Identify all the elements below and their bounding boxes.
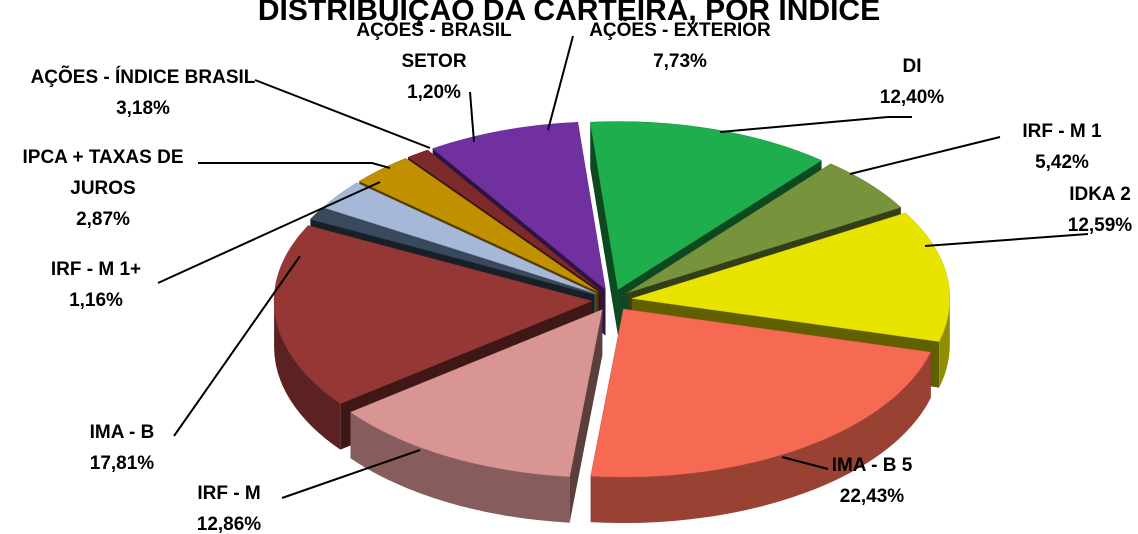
- slice-outer-wall: [274, 301, 341, 450]
- slice-value-label: 3,18%: [116, 98, 170, 119]
- leader-line: [547, 35, 574, 131]
- leader-line: [173, 255, 301, 437]
- leader-line: [849, 136, 1001, 175]
- slice-label: AÇÕES - EXTERIOR 7,73%: [589, 19, 771, 72]
- leader-lines: [157, 35, 1089, 499]
- slice-value-label: 12,86%: [197, 514, 262, 534]
- slice-idka-2: [631, 212, 950, 342]
- slice-outer-wall: [350, 412, 570, 523]
- slice-irf-m-1: [627, 163, 902, 294]
- slice-label: IDKA 2 12,59%: [1068, 184, 1133, 236]
- leader-line: [281, 449, 421, 499]
- slice-value-label: 22,43%: [840, 486, 905, 507]
- slice-value-label: 1,20%: [407, 82, 461, 103]
- slice-label: AÇÕES - BRASIL SETOR 1,20%: [356, 19, 512, 103]
- slice-ima-b: [273, 225, 593, 404]
- slice-label: IMA - B 17,81%: [90, 422, 155, 474]
- slice-label: IMA - B 5 22,43%: [832, 455, 913, 507]
- slice-label: IPCA + TAXAS DE JUROS 2,87%: [23, 147, 184, 230]
- leader-line: [157, 181, 381, 284]
- slice-labels: DI 12,40% IRF - M 1 5,42% IDKA 2 12,59% IMA - …: [23, 19, 1133, 534]
- slice-value-label: 2,87%: [76, 209, 130, 230]
- slice-value-label: 17,81%: [90, 453, 155, 474]
- leader-line: [198, 162, 391, 169]
- slice-side-face: [590, 122, 618, 336]
- pie-tops: [273, 121, 950, 478]
- slice-a-es-ndice-brasil: [358, 157, 599, 293]
- slice-ima-b-5: [590, 308, 932, 478]
- slice-label: IRF - M 12,86%: [197, 483, 262, 534]
- leader-line: [719, 116, 912, 133]
- slice-label: IRF - M 1 5,42%: [1022, 121, 1102, 173]
- leader-line: [781, 456, 829, 470]
- leader-line: [469, 91, 475, 143]
- slice-di: [589, 121, 823, 290]
- slice-value-label: 1,16%: [69, 290, 123, 311]
- slice-a-es-brasil-setor: [407, 149, 601, 292]
- slice-side-face: [569, 309, 603, 523]
- slice-value-label: 12,59%: [1068, 215, 1133, 236]
- slice-label: IRF - M 1+ 1,16%: [51, 259, 141, 311]
- slice-irf-m: [349, 309, 603, 477]
- slice-value-label: 12,40%: [880, 87, 945, 108]
- leader-line: [924, 233, 1089, 247]
- leader-line: [254, 79, 431, 149]
- slice-value-label: 5,42%: [1035, 152, 1089, 173]
- slice-label: AÇÕES - ÍNDICE BRASIL 3,18%: [31, 66, 256, 119]
- slice-a-es-exterior: [432, 121, 606, 291]
- slice-outer-wall: [590, 352, 931, 524]
- chart-title: DISTRIBUIÇÃO DA CARTEIRA, POR ÍNDICE: [258, 0, 880, 27]
- slice-label: DI 12,40%: [880, 56, 945, 108]
- slice-value-label: 7,73%: [653, 51, 707, 72]
